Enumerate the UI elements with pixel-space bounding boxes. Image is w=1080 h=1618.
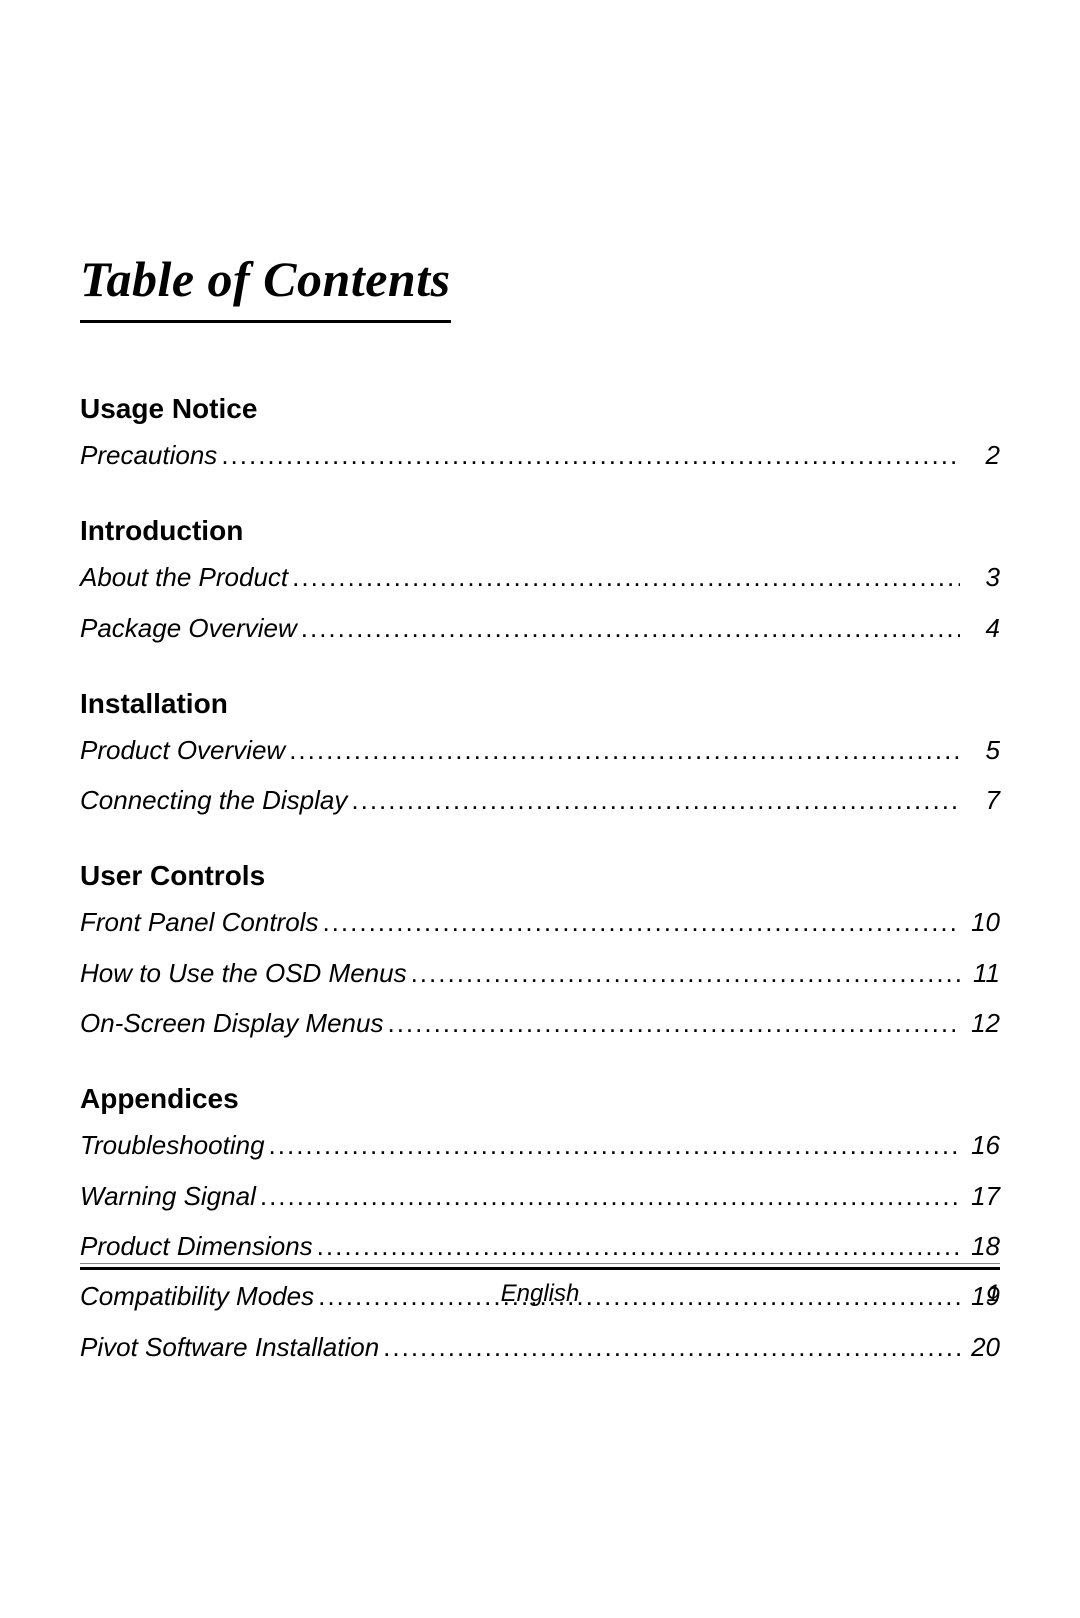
page-footer: English 1: [80, 1263, 1000, 1308]
toc-dot-leader: ........................................…: [322, 902, 960, 942]
toc-entry-page: 11: [960, 953, 1000, 993]
toc-dot-leader: ........................................…: [292, 557, 960, 597]
toc-dot-leader: ........................................…: [383, 1327, 960, 1367]
toc-dot-leader: ........................................…: [260, 1176, 960, 1216]
toc-entry-label: Connecting the Display: [80, 780, 351, 820]
toc-dot-leader: ........................................…: [289, 730, 960, 770]
footer-rule-thin: [80, 1263, 1000, 1264]
toc-entry-label: How to Use the OSD Menus: [80, 953, 411, 993]
toc-entry: Pivot Software Installation.............…: [80, 1327, 1000, 1367]
footer-page-number: 1: [579, 1280, 1000, 1308]
toc-entry: Troubleshooting.........................…: [80, 1125, 1000, 1165]
toc-entry-label: About the Product: [80, 557, 292, 597]
title-block: Table of Contents: [80, 250, 451, 323]
toc-entry-page: 4: [960, 608, 1000, 648]
toc-entry-label: Warning Signal: [80, 1176, 260, 1216]
footer-row: English 1: [80, 1280, 1000, 1308]
section-heading: Installation: [80, 688, 1000, 720]
toc-entry: Precautions.............................…: [80, 435, 1000, 475]
toc-entry: Warning Signal..........................…: [80, 1176, 1000, 1216]
toc-entry-label: Product Overview: [80, 730, 289, 770]
toc-entry: How to Use the OSD Menus................…: [80, 953, 1000, 993]
toc-entry-page: 3: [960, 557, 1000, 597]
footer-rule-thick: [80, 1267, 1000, 1270]
toc-dot-leader: ........................................…: [411, 953, 960, 993]
toc-entry-page: 17: [960, 1176, 1000, 1216]
toc-entry: Connecting the Display..................…: [80, 780, 1000, 820]
toc-entry-label: Precautions: [80, 435, 221, 475]
toc-entry: Product Dimensions......................…: [80, 1226, 1000, 1266]
title-underline: [80, 320, 451, 323]
section-heading: Appendices: [80, 1083, 1000, 1115]
toc-entry-page: 20: [960, 1327, 1000, 1367]
toc-dot-leader: ........................................…: [269, 1125, 960, 1165]
toc-dot-leader: ........................................…: [351, 780, 960, 820]
toc-entry: Package Overview........................…: [80, 608, 1000, 648]
page-content: Table of Contents Usage Notice Precaution…: [80, 250, 1000, 1618]
toc-entry: About the Product.......................…: [80, 557, 1000, 597]
table-of-contents: Usage Notice Precautions.................…: [80, 393, 1000, 1367]
toc-entry-page: 2: [960, 435, 1000, 475]
toc-dot-leader: ........................................…: [301, 608, 960, 648]
toc-entry-label: Package Overview: [80, 608, 301, 648]
toc-entry-page: 12: [960, 1003, 1000, 1043]
toc-entry: Front Panel Controls....................…: [80, 902, 1000, 942]
section-heading: Usage Notice: [80, 393, 1000, 425]
section-heading: Introduction: [80, 515, 1000, 547]
toc-dot-leader: ........................................…: [317, 1226, 960, 1266]
toc-entry-label: Troubleshooting: [80, 1125, 269, 1165]
toc-entry: Product Overview........................…: [80, 730, 1000, 770]
toc-entry-label: On-Screen Display Menus: [80, 1003, 387, 1043]
toc-entry-label: Front Panel Controls: [80, 902, 322, 942]
section-heading: User Controls: [80, 860, 1000, 892]
toc-entry: On-Screen Display Menus.................…: [80, 1003, 1000, 1043]
toc-dot-leader: ........................................…: [387, 1003, 960, 1043]
toc-entry-page: 16: [960, 1125, 1000, 1165]
footer-language: English: [501, 1280, 580, 1308]
toc-entry-label: Product Dimensions: [80, 1226, 317, 1266]
toc-entry-label: Pivot Software Installation: [80, 1327, 383, 1367]
toc-entry-page: 7: [960, 780, 1000, 820]
toc-entry-page: 10: [960, 902, 1000, 942]
toc-dot-leader: ........................................…: [221, 435, 960, 475]
toc-entry-page: 18: [960, 1226, 1000, 1266]
page-title: Table of Contents: [80, 250, 451, 318]
toc-entry-page: 5: [960, 730, 1000, 770]
